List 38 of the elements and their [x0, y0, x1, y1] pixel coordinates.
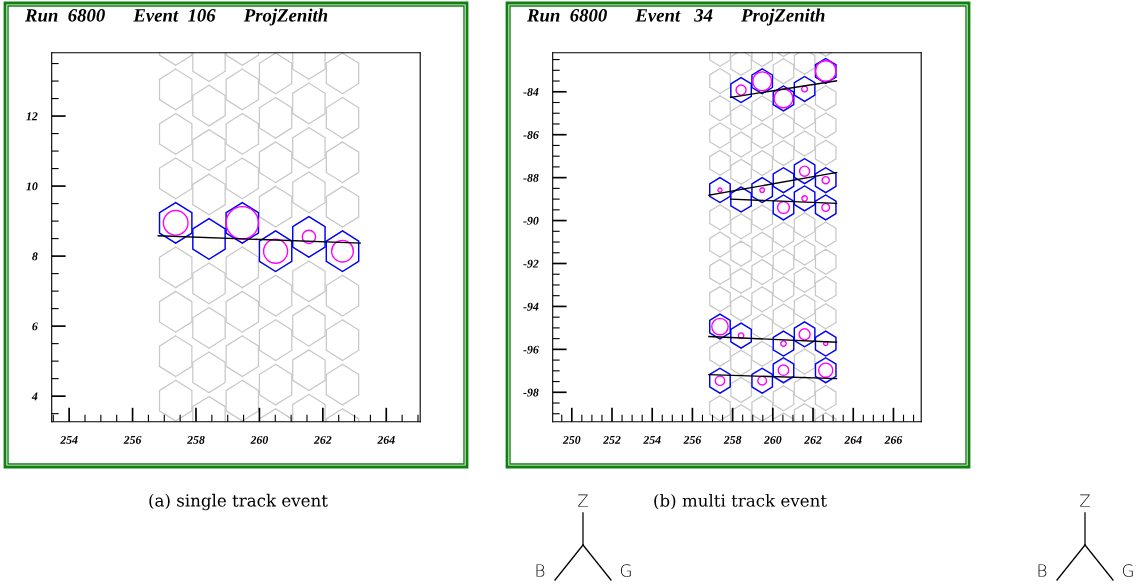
y-tick-label: -84	[523, 88, 539, 96]
text: B	[1038, 564, 1047, 577]
x-tick-label: 254	[60, 435, 78, 444]
x-tick-label: 258	[723, 435, 742, 444]
y-tick-label: 6	[32, 322, 38, 331]
x-tick-label: 256	[123, 435, 142, 444]
text: G	[1122, 564, 1133, 577]
x-tick-label: 264	[377, 435, 395, 444]
y-tick-label: -94	[523, 302, 539, 311]
y-tick-label: -88	[523, 173, 539, 182]
text: B	[536, 564, 545, 577]
text: Z	[578, 494, 588, 507]
x-tick-label: 258	[186, 435, 205, 444]
x-tick-label: 266	[884, 435, 903, 444]
text: Z	[1080, 494, 1090, 507]
y-tick-label: 10	[26, 182, 38, 191]
y-tick-label: -98	[523, 388, 539, 397]
text: G	[620, 564, 631, 577]
y-tick-label: 8	[32, 252, 38, 261]
x-tick-label: 262	[313, 435, 332, 444]
x-tick-label: 260	[763, 435, 782, 444]
y-tick-label: 12	[26, 112, 38, 121]
y-tick-label: -96	[523, 345, 539, 354]
y-tick-label: 4	[31, 392, 38, 401]
x-tick-label: 260	[250, 435, 269, 444]
x-tick-label: 250	[562, 435, 581, 444]
text: (b) multi track event	[654, 493, 827, 510]
x-tick-label: 264	[844, 435, 862, 444]
x-tick-label: 256	[683, 435, 702, 444]
y-tick-label: -90	[523, 216, 539, 225]
text: (a) single track event	[149, 493, 328, 511]
y-tick-label: -86	[523, 130, 539, 139]
y-tick-label: -92	[523, 259, 539, 268]
x-tick-label: 254	[643, 435, 661, 444]
x-tick-label: 252	[603, 435, 621, 444]
chart-title: Run 6800 Event 106 ProjZenith	[24, 8, 328, 26]
chart-title: Run 6800 Event 34 ProjZenith	[526, 8, 825, 26]
x-tick-label: 262	[804, 435, 822, 444]
